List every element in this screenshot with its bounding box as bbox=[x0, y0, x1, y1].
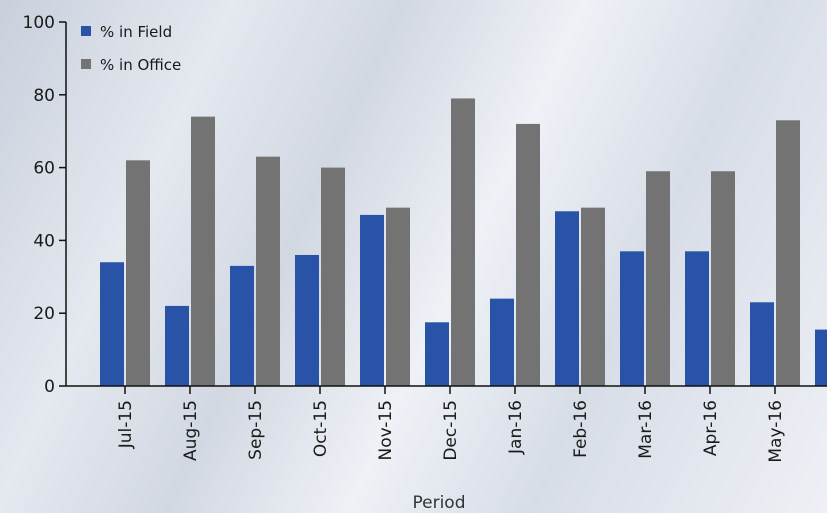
legend-label: % in Field bbox=[100, 23, 172, 41]
bar-in-field-nov-15 bbox=[360, 214, 384, 386]
x-tick-label: May-16 bbox=[766, 400, 786, 463]
x-axis-label: Period bbox=[412, 493, 465, 513]
y-tick-label: 80 bbox=[33, 86, 55, 106]
x-tick-label: Jan-16 bbox=[506, 400, 526, 455]
x-tick-label: Mar-16 bbox=[636, 400, 656, 459]
bar-in-office-apr-16 bbox=[711, 171, 735, 386]
bar-in-field-mar-16 bbox=[620, 251, 644, 386]
x-tick-label: Oct-15 bbox=[311, 400, 331, 457]
bar-in-office-jul-15 bbox=[126, 160, 150, 386]
bar-in-field-apr-16 bbox=[685, 251, 709, 386]
bar-in-office-sep-15 bbox=[256, 156, 280, 386]
y-tick-label: 20 bbox=[33, 304, 55, 324]
bar-in-field-dec-15 bbox=[425, 322, 449, 386]
y-tick-label: 0 bbox=[44, 377, 55, 397]
y-tick-label: 60 bbox=[33, 159, 55, 179]
x-tick-label: Feb-16 bbox=[571, 400, 591, 458]
bar-in-office-feb-16 bbox=[581, 207, 605, 386]
bar-in-office-oct-15 bbox=[321, 167, 345, 386]
y-tick-label: 40 bbox=[33, 231, 55, 251]
y-ticks-group: 0 20 40 60 80 100 bbox=[23, 13, 66, 397]
x-tick-label: Dec-15 bbox=[441, 400, 461, 461]
axes-group bbox=[65, 22, 827, 387]
bar-in-field-may-16 bbox=[750, 302, 774, 386]
bar-in-office-mar-16 bbox=[646, 171, 670, 386]
legend-swatch bbox=[81, 26, 91, 36]
bar-in-field-jun-16 bbox=[815, 329, 827, 386]
legend-swatch bbox=[81, 59, 91, 69]
x-tick-label: Apr-16 bbox=[701, 400, 721, 456]
legend-label: % in Office bbox=[100, 56, 181, 74]
x-tick-label: Nov-15 bbox=[376, 400, 396, 461]
x-tick-label: Jul-15 bbox=[116, 400, 136, 449]
y-tick-label: 100 bbox=[23, 13, 55, 33]
bar-in-office-nov-15 bbox=[386, 207, 410, 386]
bars-group bbox=[100, 98, 827, 387]
bar-in-field-sep-15 bbox=[230, 265, 254, 386]
x-tick-label: Sep-15 bbox=[246, 400, 266, 460]
bar-in-field-oct-15 bbox=[295, 254, 319, 386]
bar-in-field-jul-15 bbox=[100, 262, 124, 386]
x-ticks-group: Jul-15 Aug-15 Sep-15 Oct-15 Nov-15 Dec-15 Jan-… bbox=[116, 386, 786, 463]
bar-in-field-jan-16 bbox=[490, 298, 514, 386]
legend: % in Field % in Office bbox=[81, 23, 181, 74]
x-tick-label: Aug-15 bbox=[181, 400, 201, 461]
bar-in-office-may-16 bbox=[776, 120, 800, 386]
bar-in-field-feb-16 bbox=[555, 211, 579, 386]
bar-in-office-aug-15 bbox=[191, 116, 215, 386]
bar-in-office-dec-15 bbox=[451, 98, 475, 386]
bar-in-field-aug-15 bbox=[165, 305, 189, 386]
bar-in-office-jan-16 bbox=[516, 123, 540, 387]
